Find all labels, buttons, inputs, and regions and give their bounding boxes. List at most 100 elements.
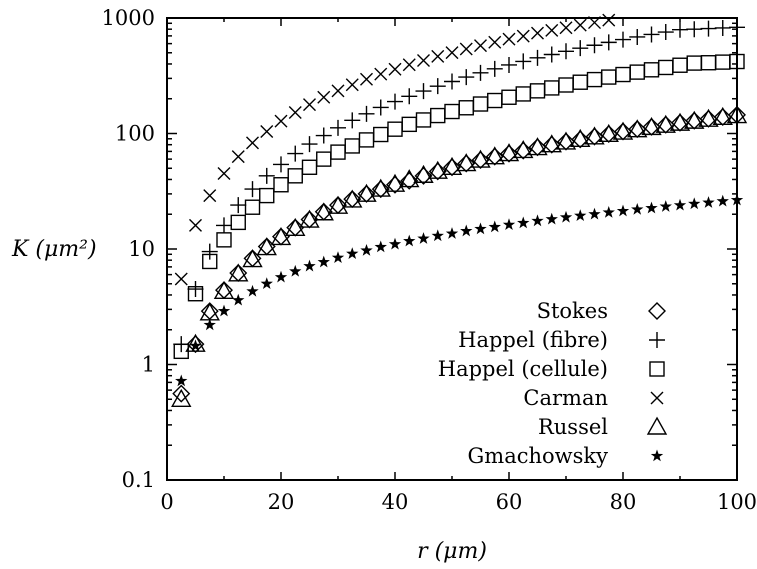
data-point <box>260 125 274 139</box>
data-point <box>555 131 577 150</box>
data-point <box>529 49 546 66</box>
data-point <box>387 93 403 110</box>
data-point <box>216 232 232 248</box>
data-point <box>187 281 204 298</box>
y-tick-label: 1 <box>142 353 155 377</box>
data-point <box>528 138 547 157</box>
data-point <box>541 134 562 153</box>
x-axis-label: r (μm) <box>417 539 487 564</box>
data-point <box>330 144 346 160</box>
data-point <box>598 123 619 143</box>
data-point <box>230 197 247 214</box>
legend-marker <box>646 416 668 435</box>
data-point <box>502 218 516 231</box>
data-point <box>403 234 416 247</box>
data-point <box>344 112 361 129</box>
data-point <box>501 56 517 73</box>
data-point <box>317 90 331 104</box>
data-point <box>202 253 218 270</box>
data-point <box>672 57 688 73</box>
y-tick-label: 1000 <box>102 6 155 30</box>
data-point <box>287 168 303 184</box>
data-point <box>213 280 235 300</box>
data-point <box>714 19 731 36</box>
data-point <box>643 26 660 43</box>
data-point <box>444 73 460 90</box>
series-gmachowsky <box>175 193 744 387</box>
data-point <box>572 40 589 57</box>
data-point <box>386 175 404 194</box>
data-point <box>543 46 560 63</box>
data-point <box>472 96 489 112</box>
data-point <box>629 64 645 80</box>
data-point <box>484 146 505 165</box>
data-point <box>698 108 719 127</box>
legend-label: Happel (cellule) <box>438 357 608 381</box>
data-point <box>342 189 363 208</box>
data-point <box>460 224 473 237</box>
data-marks <box>171 13 748 407</box>
legend-marker <box>649 361 665 377</box>
data-point <box>374 67 388 81</box>
data-point <box>289 264 302 277</box>
data-point <box>231 150 245 164</box>
data-point <box>388 62 402 76</box>
data-point <box>631 202 644 215</box>
data-point <box>415 83 432 100</box>
data-point <box>358 105 375 122</box>
data-point <box>584 126 605 145</box>
data-point <box>559 21 573 35</box>
data-point <box>274 114 288 128</box>
data-point <box>488 220 501 233</box>
axes: 0 20 40 60 80 100 0.1 1 10 100 1000 <box>102 6 757 514</box>
data-point <box>430 107 446 124</box>
data-point <box>356 183 377 202</box>
data-point <box>515 53 532 70</box>
data-point <box>387 121 403 137</box>
data-point <box>645 201 658 214</box>
data-point <box>615 66 631 83</box>
data-point <box>402 58 416 72</box>
y-tick-label: 100 <box>115 122 155 146</box>
data-point <box>256 237 277 256</box>
data-point <box>427 160 448 179</box>
x-tick-label: 0 <box>160 490 173 514</box>
data-point <box>203 318 216 331</box>
data-point <box>474 39 487 53</box>
data-point <box>187 286 204 302</box>
data-point <box>217 167 231 181</box>
data-point <box>729 19 745 36</box>
data-point <box>517 216 530 229</box>
data-point <box>303 259 316 272</box>
data-point <box>228 263 249 282</box>
legend-marker <box>650 449 664 462</box>
data-point <box>586 37 603 54</box>
data-point <box>244 199 261 215</box>
data-point <box>384 173 406 192</box>
data-point <box>514 141 533 160</box>
data-point <box>531 214 544 227</box>
data-point <box>470 149 491 168</box>
data-point <box>232 293 245 306</box>
data-point <box>429 78 446 95</box>
data-point <box>200 302 219 321</box>
data-point <box>669 112 691 131</box>
data-point <box>488 35 502 49</box>
data-point <box>485 147 504 166</box>
data-point <box>431 49 445 63</box>
data-point <box>344 138 360 154</box>
data-point <box>272 227 290 246</box>
data-point <box>303 98 316 112</box>
data-point <box>501 89 517 105</box>
data-point <box>185 333 206 352</box>
data-point <box>457 154 476 173</box>
data-point <box>399 169 420 188</box>
data-point <box>487 92 503 109</box>
data-point <box>189 218 202 232</box>
data-point <box>415 112 432 128</box>
data-point <box>684 110 705 129</box>
data-point <box>287 145 304 162</box>
legend-label: Happel (fibre) <box>458 328 608 352</box>
data-point <box>401 88 418 105</box>
